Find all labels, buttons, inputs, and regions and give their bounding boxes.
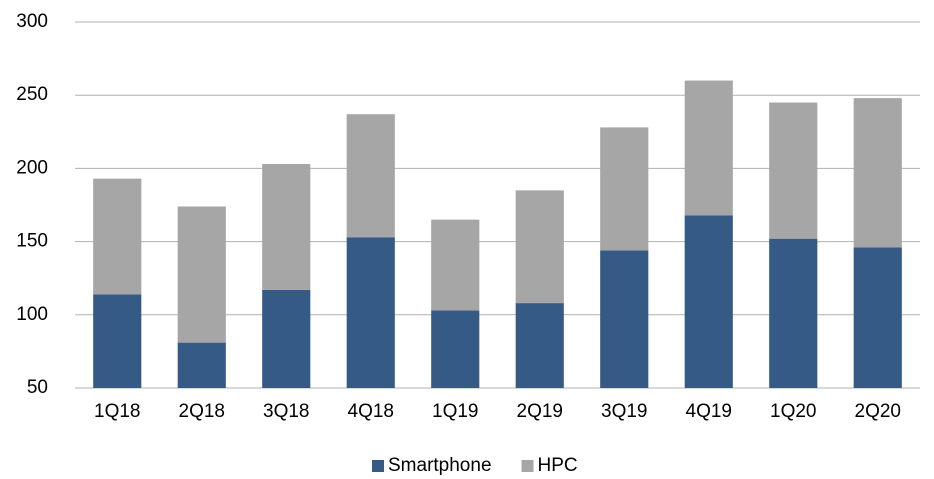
y-tick-label: 250 — [16, 84, 48, 105]
bar-segment — [600, 250, 649, 388]
bars — [93, 80, 902, 388]
x-tick-label: 4Q19 — [686, 401, 732, 422]
x-tick-label: 3Q18 — [263, 401, 309, 422]
x-tick-label: 2Q18 — [179, 401, 225, 422]
bar-segment — [600, 127, 649, 251]
bar-segment — [853, 247, 902, 388]
bar-segment — [262, 164, 311, 290]
bar-segment — [93, 178, 142, 295]
bar-segment — [515, 190, 564, 304]
bar-segment — [853, 98, 902, 248]
bar-segment — [684, 80, 733, 216]
bar-segment — [93, 294, 142, 388]
x-tick-label: 2Q19 — [517, 401, 563, 422]
bar-segment — [177, 342, 226, 388]
bar-segment — [684, 215, 733, 388]
legend-swatch — [521, 460, 534, 472]
x-tick-label: 1Q19 — [432, 401, 478, 422]
y-tick-label: 50 — [27, 377, 48, 398]
bar-segment — [515, 303, 564, 388]
bar-segment — [431, 219, 480, 311]
bar-segment — [262, 289, 311, 388]
bar-segment — [346, 237, 395, 388]
bar-segment — [431, 310, 480, 388]
x-tick-label: 2Q20 — [855, 401, 901, 422]
legend-swatch — [372, 460, 384, 472]
x-tick-label: 1Q20 — [770, 401, 816, 422]
legend-label: Smartphone — [388, 455, 492, 476]
bar-segment — [769, 102, 818, 239]
legend-label: HPC — [538, 455, 578, 476]
bar-segment — [769, 238, 818, 388]
y-tick-label: 200 — [16, 157, 48, 178]
x-tick-label: 4Q18 — [348, 401, 394, 422]
bar-segment — [177, 206, 226, 343]
x-tick-label: 1Q18 — [94, 401, 140, 422]
y-tick-label: 100 — [16, 304, 48, 325]
x-tick-label: 3Q19 — [601, 401, 647, 422]
y-tick-label: 150 — [16, 231, 48, 252]
y-tick-label: 300 — [16, 11, 48, 32]
bar-segment — [346, 114, 395, 238]
